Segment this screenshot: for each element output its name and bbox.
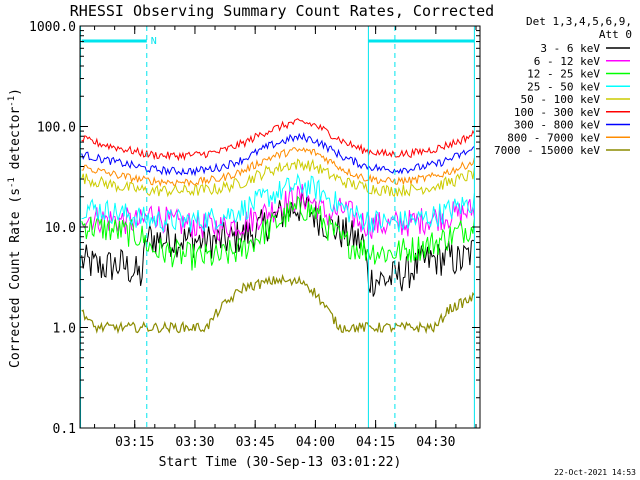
y-axis-label-end: ) <box>8 88 23 96</box>
x-tick-label: 04:30 <box>416 435 455 450</box>
y-tick-label: 0.1 <box>53 422 76 437</box>
y-tick-label: 1.0 <box>53 322 76 337</box>
series-line <box>81 158 475 198</box>
x-tick-label: 04:00 <box>296 435 335 450</box>
legend-label: 7000 - 15000 keV <box>494 144 600 157</box>
chart-title: RHESSI Observing Summary Count Rates, Co… <box>70 2 494 20</box>
series-line <box>81 173 475 234</box>
series-line <box>81 190 475 297</box>
legend-header-line1: Det 1,3,4,5,6,9, <box>526 15 632 28</box>
y-axis-label-sup2: -1 <box>7 96 17 107</box>
night-flag-label: N <box>151 36 157 47</box>
x-tick-label: 04:15 <box>356 435 395 450</box>
legend-label: 6 - 12 keV <box>534 55 601 68</box>
y-axis-ticks: 0.1 1.0 10.0 100.0 1000.0 <box>29 20 480 437</box>
legend-label: 25 - 50 keV <box>527 80 600 93</box>
series-line <box>81 147 475 188</box>
x-tick-label: 03:45 <box>236 435 275 450</box>
x-axis-ticks: 03:15 03:30 03:45 04:00 04:15 04:30 <box>94 26 477 450</box>
legend-label: 100 - 300 keV <box>514 106 600 119</box>
legend-label: 50 - 100 keV <box>521 93 601 106</box>
y-tick-label: 1000.0 <box>29 20 76 35</box>
y-tick-label: 100.0 <box>37 121 76 136</box>
legend-label: 12 - 25 keV <box>527 68 600 81</box>
y-axis-label-mid: detector <box>8 107 23 178</box>
legend-label: 300 - 800 keV <box>514 119 600 132</box>
y-tick-label: 10.0 <box>45 221 76 236</box>
y-axis-label: Corrected Count Rate (s-1 detector-1) <box>7 88 23 368</box>
legend-header-line2: Att 0 <box>599 28 632 41</box>
y-axis-label-main: Corrected Count Rate (s <box>8 188 23 368</box>
legend-label: 3 - 6 keV <box>540 42 600 55</box>
x-tick-label: 03:15 <box>115 435 154 450</box>
footer-timestamp: 22-Oct-2021 14:53 <box>554 468 636 477</box>
y-axis-label-sup1: -1 <box>7 177 17 188</box>
legend-label: 800 - 7000 keV <box>507 131 600 144</box>
series-line <box>81 195 475 271</box>
x-axis-label: Start Time (30-Sep-13 03:01:22) <box>159 455 402 470</box>
x-tick-label: 03:30 <box>175 435 214 450</box>
